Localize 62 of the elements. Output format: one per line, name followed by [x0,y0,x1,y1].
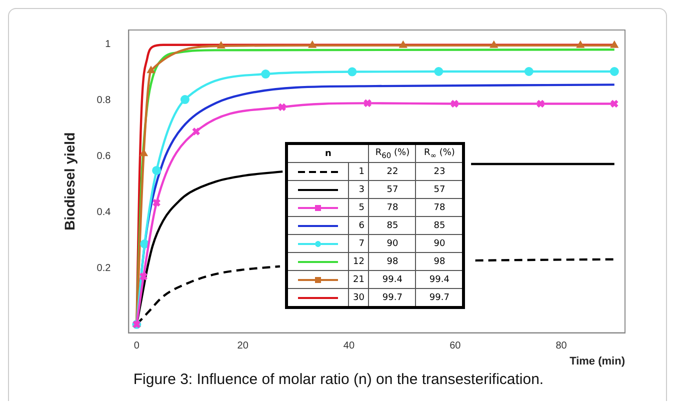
point [152,198,161,208]
point [348,67,357,76]
point [576,40,584,48]
annotation: 99.4 [416,270,464,288]
annotation: R$_{60}$ (%) [368,144,416,162]
point [308,40,316,48]
legend-label: 1 [348,162,369,180]
point [140,149,148,156]
y-axis-title: Biodiesel yield [61,132,78,230]
annotation: 99.7 [416,288,464,308]
caption: Figure 3: Influence of molar ratio (n) on the transesterification. [132,371,545,388]
y-tick-label: 0.4 [96,206,112,218]
point [152,166,162,175]
x-tick-label: 20 [237,340,249,352]
y-tick-label: 0.6 [96,150,112,162]
point [610,66,619,76]
annotation: 90 [416,234,464,252]
y-tick-label: 0.2 [96,263,112,274]
y-tick-label: 0.8 [96,94,112,106]
annotation: 85 [368,216,416,234]
legend-label: 5 [348,198,369,216]
annotation: 78 [416,198,464,216]
point [180,95,190,104]
x-tick-label: 0 [134,340,140,352]
x-tick-label: 60 [450,340,462,352]
annotation: 78 [368,198,416,216]
legend-label: 6 [348,216,369,234]
legend-label: 7 [348,234,369,252]
x-tick-label: 80 [556,340,568,352]
point [536,99,545,108]
annotation: 98 [416,252,464,270]
point [610,40,618,48]
x-axis-title: Time (min) [570,355,626,368]
x-tick-label: 40 [343,340,355,352]
annotation: 57 [368,180,416,198]
annotation: 99.7 [368,288,416,308]
point [192,127,200,136]
point [147,66,155,74]
point [434,66,444,76]
point [490,40,498,48]
annotation: 57 [416,180,464,198]
annotation: 99.4 [368,270,416,288]
y-tick-label: 1 [105,38,112,50]
legend-label: 3 [348,180,369,198]
annotation: 23 [416,162,464,180]
legend-label: 30 [348,288,369,308]
point [399,40,408,48]
annotation: 90 [368,234,416,252]
annotation: 85 [416,216,464,234]
legend-label: 12 [348,252,369,270]
annotation: 98 [368,252,416,270]
legend-title: n [286,144,369,162]
annotation: R$_{∞}$ (%) [416,144,464,162]
point [450,99,459,108]
point [139,272,148,281]
point [524,66,534,76]
point [363,98,372,108]
point [261,70,270,79]
point [217,41,226,48]
point [278,102,286,112]
annotation: 22 [368,162,416,180]
legend-label: 21 [348,270,369,288]
